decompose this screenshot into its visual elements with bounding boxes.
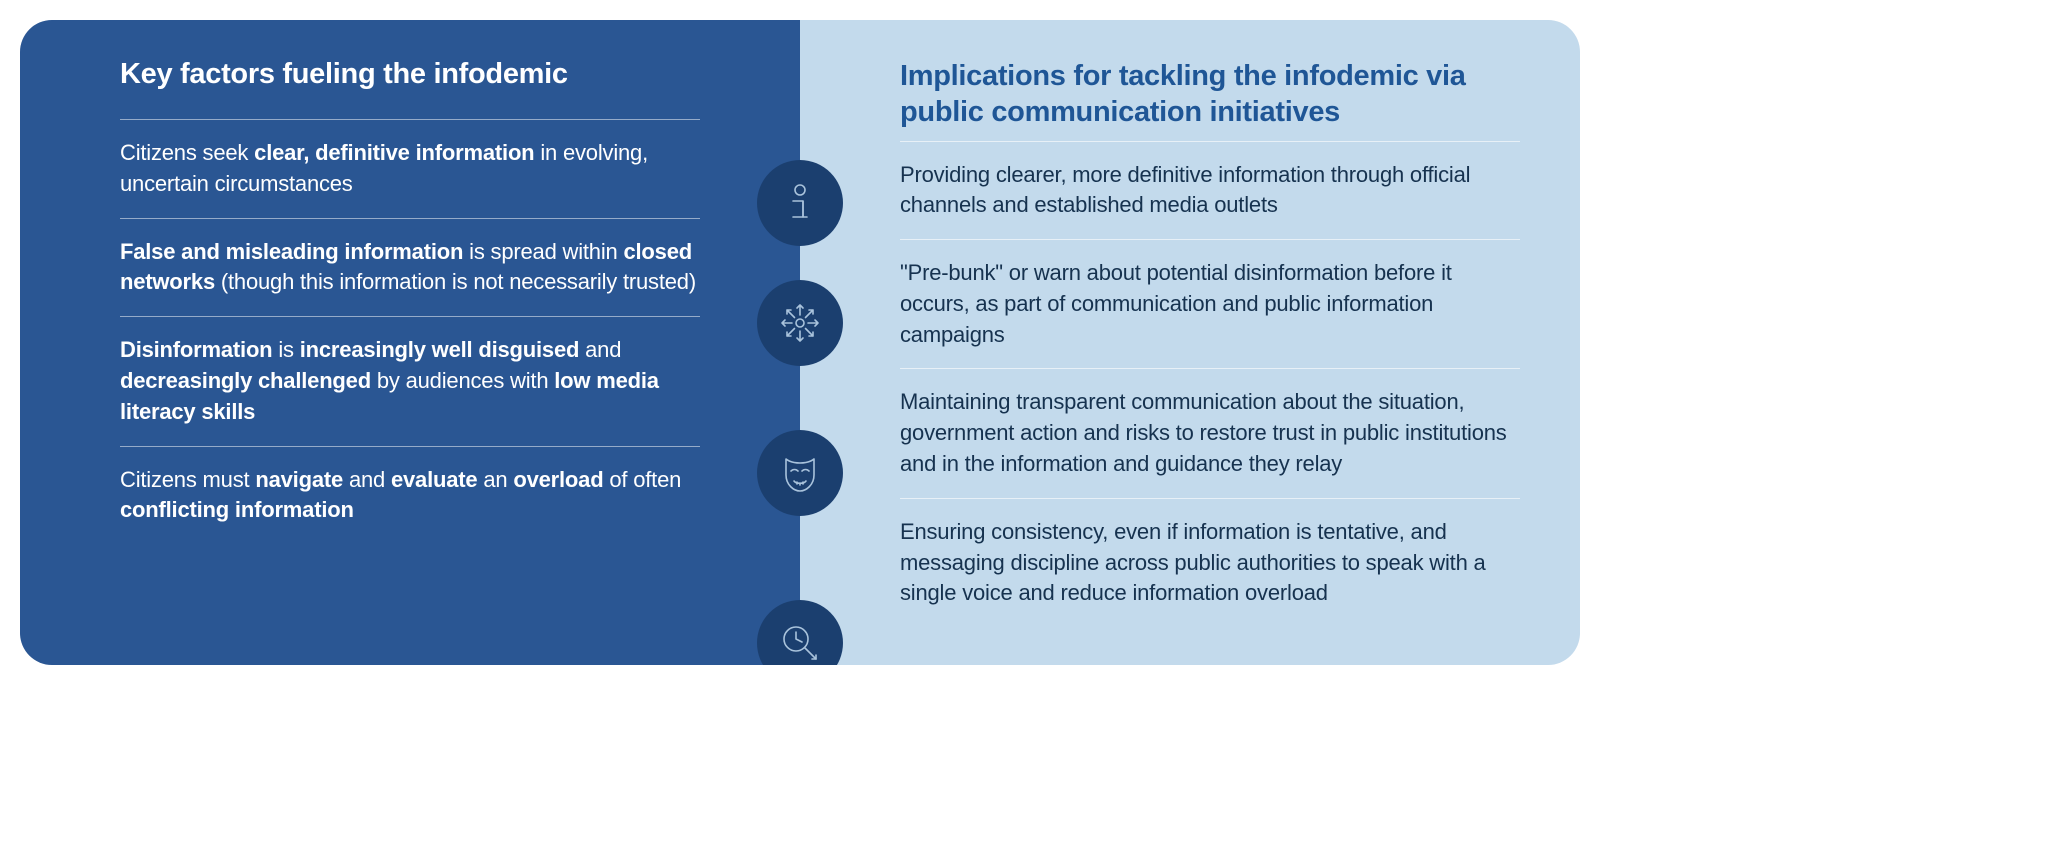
left-row-0: Citizens seek clear, definitive informat… bbox=[120, 119, 700, 218]
left-title: Key factors fueling the infodemic bbox=[120, 58, 700, 91]
right-text-0: Providing clearer, more definitive infor… bbox=[900, 160, 1520, 222]
right-row-2: Maintaining transparent communication ab… bbox=[900, 368, 1520, 497]
right-row-3: Ensuring consistency, even if informatio… bbox=[900, 498, 1520, 627]
right-text-2: Maintaining transparent communication ab… bbox=[900, 387, 1520, 479]
right-row-1: "Pre-bunk" or warn about potential disin… bbox=[900, 239, 1520, 368]
right-text-1: "Pre-bunk" or warn about potential disin… bbox=[900, 258, 1520, 350]
left-panel: Key factors fueling the infodemic Citize… bbox=[20, 20, 800, 665]
left-text-0: Citizens seek clear, definitive informat… bbox=[120, 138, 700, 200]
left-row-1: False and misleading information is spre… bbox=[120, 218, 700, 317]
left-text-2: Disinformation is increasingly well disg… bbox=[120, 335, 700, 427]
right-panel: Implications for tackling the infodemic … bbox=[800, 20, 1580, 665]
left-text-1: False and misleading information is spre… bbox=[120, 237, 700, 299]
right-row-0: Providing clearer, more definitive infor… bbox=[900, 141, 1520, 240]
right-title: Implications for tackling the infodemic … bbox=[900, 58, 1520, 131]
infographic-container: Key factors fueling the infodemic Citize… bbox=[20, 20, 1580, 665]
left-text-3: Citizens must navigate and evaluate an o… bbox=[120, 465, 700, 527]
right-text-3: Ensuring consistency, even if informatio… bbox=[900, 517, 1520, 609]
left-row-3: Citizens must navigate and evaluate an o… bbox=[120, 446, 700, 545]
left-row-2: Disinformation is increasingly well disg… bbox=[120, 316, 700, 445]
